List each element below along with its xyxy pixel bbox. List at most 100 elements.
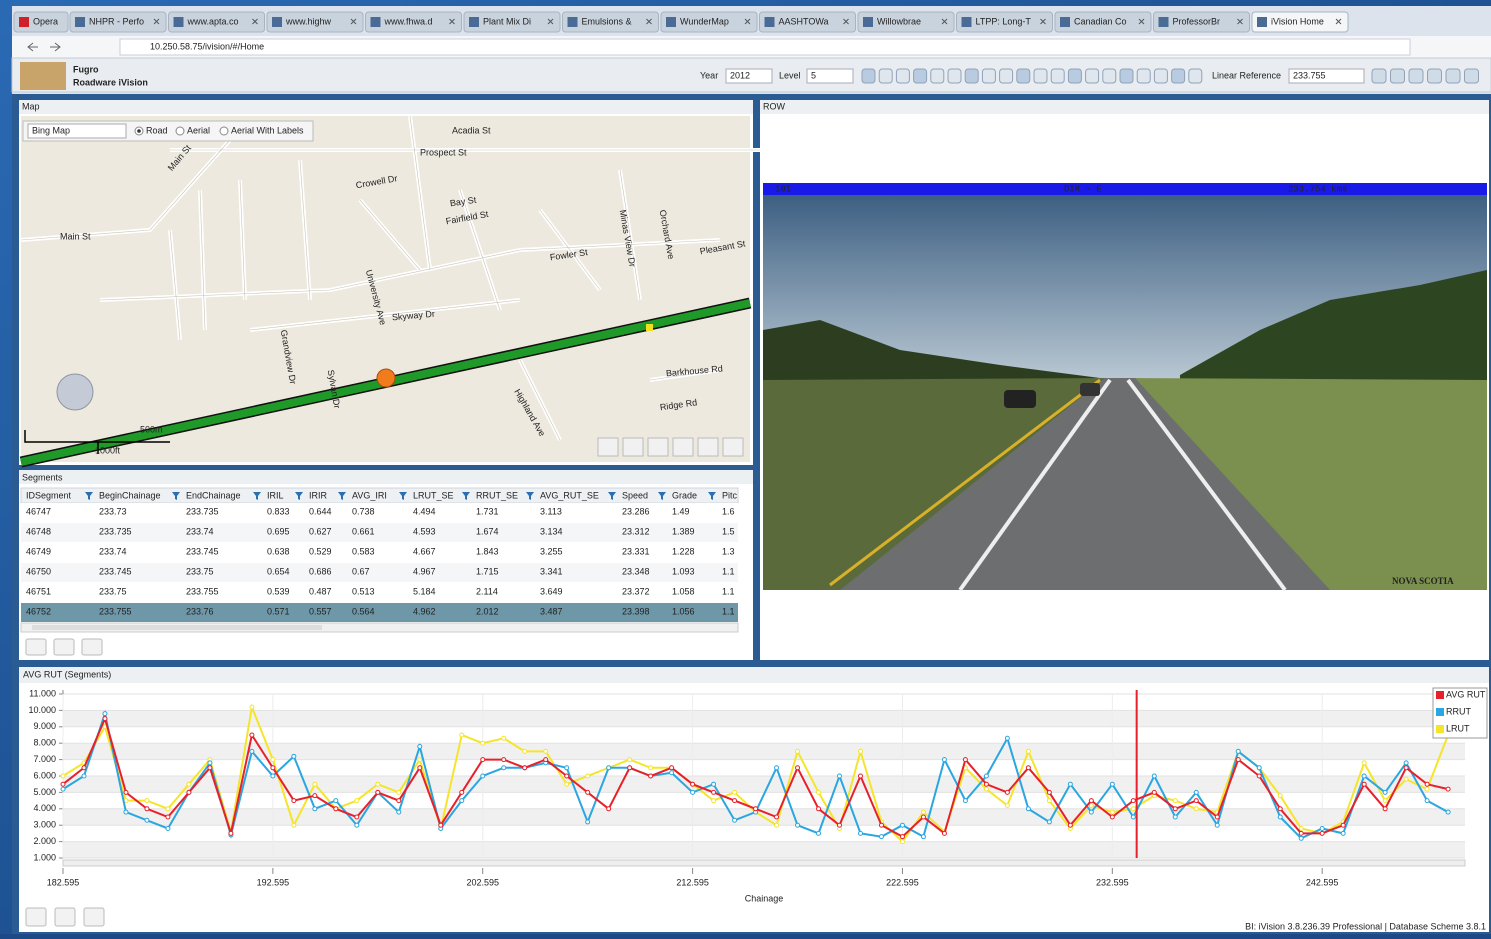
data-point[interactable] [1236, 758, 1240, 762]
data-point[interactable] [733, 790, 737, 794]
data-point[interactable] [921, 815, 925, 819]
data-point[interactable] [229, 831, 233, 835]
data-point[interactable] [586, 774, 590, 778]
toolbar-button[interactable] [1154, 69, 1167, 83]
data-point[interactable] [1341, 831, 1345, 835]
data-point[interactable] [1089, 810, 1093, 814]
data-point[interactable] [1383, 790, 1387, 794]
data-point[interactable] [796, 749, 800, 753]
data-point[interactable] [1278, 815, 1282, 819]
data-point[interactable] [1404, 766, 1408, 770]
data-point[interactable] [670, 766, 674, 770]
panel-button[interactable] [55, 908, 75, 926]
data-point[interactable] [1152, 790, 1156, 794]
data-point[interactable] [1320, 831, 1324, 835]
data-point[interactable] [1173, 807, 1177, 811]
data-point[interactable] [271, 774, 275, 778]
data-point[interactable] [691, 782, 695, 786]
data-point[interactable] [1005, 736, 1009, 740]
map-tool[interactable] [623, 438, 643, 456]
data-point[interactable] [963, 799, 967, 803]
data-point[interactable] [460, 790, 464, 794]
data-point[interactable] [942, 758, 946, 762]
data-point[interactable] [1362, 761, 1366, 765]
radio[interactable] [176, 127, 184, 135]
data-point[interactable] [963, 758, 967, 762]
data-point[interactable] [984, 774, 988, 778]
data-point[interactable] [1278, 807, 1282, 811]
data-point[interactable] [1194, 807, 1198, 811]
data-point[interactable] [775, 815, 779, 819]
data-point[interactable] [796, 823, 800, 827]
toolbar-button[interactable] [1086, 69, 1099, 83]
data-point[interactable] [712, 782, 716, 786]
data-point[interactable] [607, 766, 611, 770]
data-point[interactable] [334, 807, 338, 811]
map-tool[interactable] [648, 438, 668, 456]
toolbar-button[interactable] [1068, 69, 1081, 83]
toolbar-button[interactable] [1189, 69, 1202, 83]
toolbar-button[interactable] [1372, 69, 1386, 83]
data-point[interactable] [1131, 799, 1135, 803]
data-point[interactable] [1257, 766, 1261, 770]
data-point[interactable] [292, 799, 296, 803]
data-point[interactable] [837, 774, 841, 778]
data-point[interactable] [1320, 826, 1324, 830]
data-point[interactable] [921, 810, 925, 814]
data-point[interactable] [649, 766, 653, 770]
data-point[interactable] [208, 766, 212, 770]
data-point[interactable] [355, 799, 359, 803]
toolbar-button[interactable] [1465, 69, 1479, 83]
data-point[interactable] [460, 799, 464, 803]
toolbar-button[interactable] [1000, 69, 1013, 83]
data-point[interactable] [586, 790, 590, 794]
data-point[interactable] [1299, 831, 1303, 835]
data-point[interactable] [208, 761, 212, 765]
data-point[interactable] [376, 782, 380, 786]
data-point[interactable] [900, 840, 904, 844]
toolbar-button[interactable] [1137, 69, 1150, 83]
panel-button[interactable] [26, 908, 46, 926]
data-point[interactable] [1089, 804, 1093, 808]
toolbar-button[interactable] [879, 69, 892, 83]
toolbar-button[interactable] [982, 69, 995, 83]
data-point[interactable] [670, 771, 674, 775]
data-point[interactable] [712, 790, 716, 794]
x-scrollbar[interactable] [63, 860, 1465, 866]
data-point[interactable] [166, 807, 170, 811]
data-point[interactable] [523, 766, 527, 770]
panel-button[interactable] [54, 639, 74, 655]
data-point[interactable] [1110, 782, 1114, 786]
panel-button[interactable] [82, 639, 102, 655]
data-point[interactable] [1089, 799, 1093, 803]
data-point[interactable] [628, 766, 632, 770]
data-point[interactable] [103, 717, 107, 721]
data-point[interactable] [607, 807, 611, 811]
data-point[interactable] [1026, 807, 1030, 811]
data-point[interactable] [544, 758, 548, 762]
data-point[interactable] [1047, 790, 1051, 794]
data-point[interactable] [858, 774, 862, 778]
data-point[interactable] [1278, 794, 1282, 798]
data-point[interactable] [1362, 782, 1366, 786]
data-point[interactable] [1446, 787, 1450, 791]
data-point[interactable] [502, 736, 506, 740]
data-point[interactable] [544, 749, 548, 753]
data-point[interactable] [502, 766, 506, 770]
data-point[interactable] [565, 774, 569, 778]
data-point[interactable] [565, 782, 569, 786]
data-point[interactable] [502, 758, 506, 762]
data-point[interactable] [313, 782, 317, 786]
data-point[interactable] [1383, 807, 1387, 811]
data-point[interactable] [397, 810, 401, 814]
data-point[interactable] [439, 823, 443, 827]
data-point[interactable] [418, 766, 422, 770]
data-point[interactable] [733, 818, 737, 822]
data-point[interactable] [628, 758, 632, 762]
data-point[interactable] [292, 754, 296, 758]
data-point[interactable] [817, 831, 821, 835]
data-point[interactable] [187, 790, 191, 794]
data-point[interactable] [900, 823, 904, 827]
toolbar-button[interactable] [1446, 69, 1460, 83]
toolbar-button[interactable] [1428, 69, 1442, 83]
